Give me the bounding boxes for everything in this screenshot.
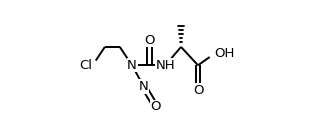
Text: NH: NH <box>155 59 175 72</box>
Text: OH: OH <box>214 47 235 60</box>
Text: N: N <box>127 59 137 72</box>
Text: O: O <box>193 84 203 97</box>
Text: O: O <box>150 100 161 113</box>
Text: N: N <box>139 80 149 93</box>
Text: Cl: Cl <box>80 59 93 72</box>
Text: O: O <box>144 34 154 47</box>
